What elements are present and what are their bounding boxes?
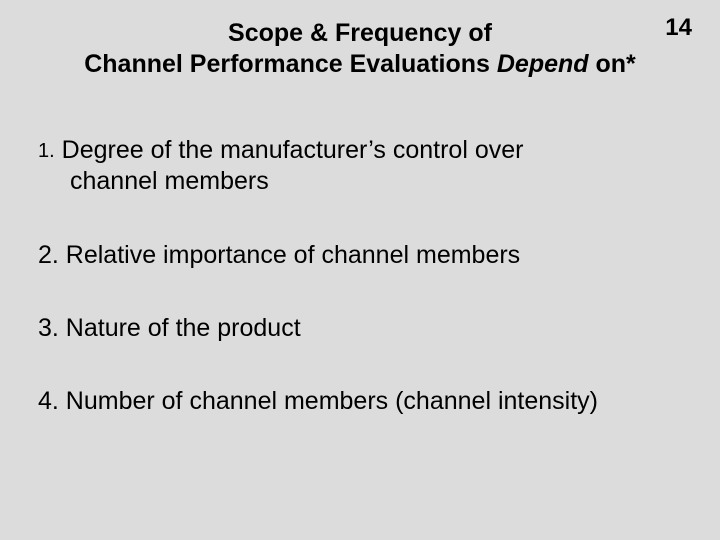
item-1-number: 1. [38,140,55,162]
slide-title: Scope & Frequency of Channel Performance… [0,18,720,81]
slide: 14 Scope & Frequency of Channel Performa… [0,0,720,540]
list-item: 4. Number of channel members (channel in… [38,386,682,417]
title-line-2-suffix: on* [589,50,636,78]
list-item: 1. Degree of the manufacturer’s control … [38,135,682,198]
list-item: 3. Nature of the product [38,313,682,344]
list-item: 2. Relative importance of channel member… [38,240,682,271]
item-1-text: Degree of the manufacturer’s control ove… [55,136,524,164]
item-1-continuation: channel members [70,166,682,197]
bullet-list: 1. Degree of the manufacturer’s control … [38,135,682,459]
title-line-2-prefix: Channel Performance Evaluations [84,50,497,78]
title-line-2-depend: Depend [497,50,589,78]
title-line-2: Channel Performance Evaluations Depend o… [0,49,720,80]
title-line-1: Scope & Frequency of [0,18,720,49]
